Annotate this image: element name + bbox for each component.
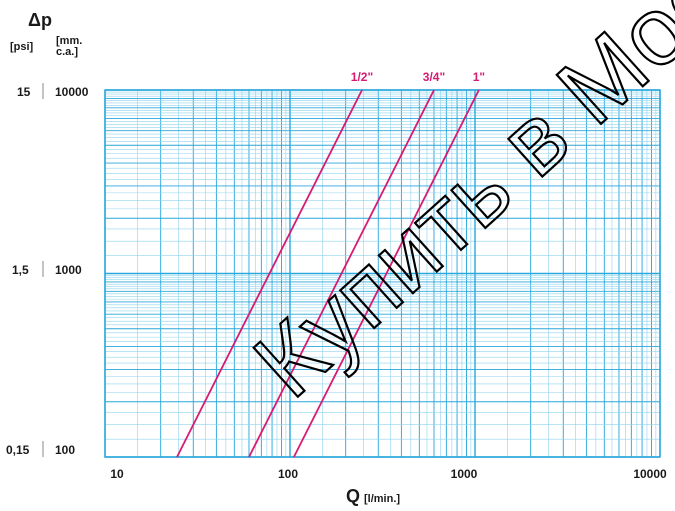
series-labels: 1/2" 3/4" 1": [351, 70, 485, 84]
x-tick: 10000: [633, 467, 667, 481]
series-label: 3/4": [423, 70, 445, 84]
y-tick-mm: 100: [55, 443, 75, 457]
grid: [104, 89, 661, 458]
series-line: [248, 89, 435, 458]
y-tick-mm: 10000: [55, 85, 89, 99]
y-tick-psi: 15: [17, 85, 31, 99]
x-tick: 100: [278, 467, 298, 481]
series-label: 1": [473, 70, 485, 84]
y-axis-symbol: Δp: [28, 10, 52, 30]
series-line: [176, 89, 363, 458]
y-ticks-psi: 15 1,5 0,15: [6, 85, 31, 457]
x-tick: 10: [110, 467, 124, 481]
y-axis-unit-mm-line2: c.a.]: [56, 46, 78, 58]
series-line: [293, 89, 480, 458]
y-tick-psi: 1,5: [12, 263, 29, 277]
series-lines: [176, 89, 480, 458]
series-label: 1/2": [351, 70, 373, 84]
plot-frame: [104, 89, 661, 458]
x-axis-unit: [l/min.]: [364, 493, 400, 505]
x-axis-symbol: Q: [346, 486, 360, 506]
y-axis-unit-psi: [psi]: [10, 41, 34, 53]
y-tick-psi: 0,15: [6, 443, 30, 457]
y-tick-mm: 1000: [55, 263, 82, 277]
y-axis-unit-mm-line1: [mm.: [56, 35, 82, 47]
y-ticks-mm: 10000 1000 100: [55, 85, 89, 457]
x-tick: 1000: [451, 467, 478, 481]
x-ticks: 10 100 1000 10000: [110, 467, 667, 481]
